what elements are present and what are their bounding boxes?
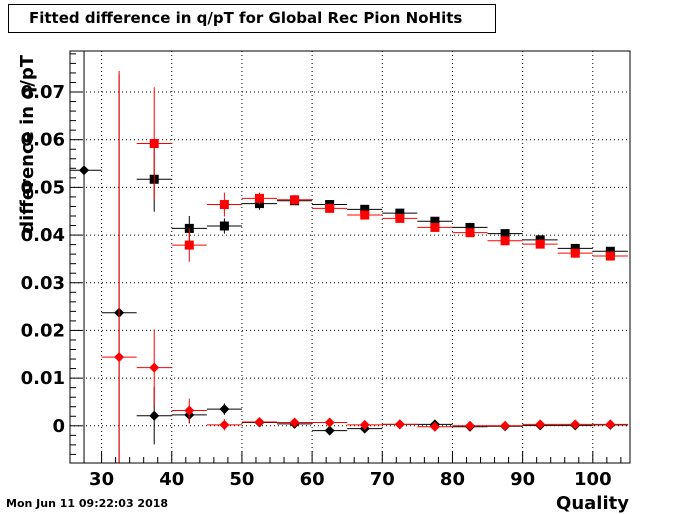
plot-frame-bg [70, 51, 630, 463]
square-marker [465, 222, 475, 232]
diamond-marker [570, 419, 581, 430]
diamond-marker [429, 421, 440, 432]
square-marker [395, 213, 405, 223]
square-marker [430, 222, 440, 232]
square-marker [254, 193, 264, 203]
chart-title-box: Fitted difference in q/pT for Global Rec… [8, 4, 496, 33]
y-tick-label: 0.01 [21, 368, 65, 389]
x-tick-label: 30 [89, 469, 114, 490]
y-tick-label: 0.02 [21, 320, 65, 341]
square-marker [219, 200, 229, 210]
x-tick-label: 70 [370, 469, 395, 490]
axes: 30 40 50 60 70 80 90 100 0 0.01 0.02 0.03 0.04 0.05 0.… [21, 53, 622, 490]
x-axis-label: Quality [556, 493, 629, 514]
diamond-marker [114, 352, 125, 363]
x-tick-label: 100 [574, 469, 612, 490]
square-marker [325, 203, 335, 213]
square-marker [500, 229, 510, 239]
diamond-marker [394, 419, 405, 430]
diamond-marker [535, 419, 546, 430]
plot-frame [69, 50, 631, 464]
square-marker [149, 139, 159, 149]
diamond-marker [500, 420, 511, 431]
diamond-marker [289, 417, 300, 428]
diamond-marker [184, 405, 195, 416]
square-marker [465, 228, 475, 238]
diamond-marker [219, 419, 230, 430]
grid [70, 51, 630, 463]
x-tick-label: 60 [300, 469, 325, 490]
x-tick-label: 80 [440, 469, 465, 490]
diamond-marker [149, 410, 160, 421]
y-tick-label: 0.03 [21, 273, 65, 294]
square-marker [430, 216, 440, 226]
diamond-marker [465, 420, 475, 431]
diamond-marker [359, 419, 370, 430]
diamond-marker [254, 416, 265, 427]
square-marker [535, 239, 545, 249]
y-axis-label: difference in q/pT [17, 54, 38, 233]
square-marker [500, 236, 510, 246]
diamond-marker [149, 362, 160, 373]
y-tick-label: 0 [52, 416, 65, 437]
diamond-marker [219, 404, 230, 415]
y-tick-label: 0.05 [21, 177, 65, 198]
x-tick-label: 90 [510, 469, 535, 490]
diamond-marker [79, 165, 90, 176]
square-marker [360, 210, 370, 220]
square-marker [184, 240, 194, 250]
data-marks [70, 51, 628, 463]
x-tick-label: 50 [229, 469, 254, 490]
square-marker [570, 243, 580, 253]
x-tick-label: 40 [159, 469, 184, 490]
square-marker [219, 221, 229, 231]
timestamp: Mon Jun 11 09:22:03 2018 [6, 497, 169, 510]
square-marker [570, 248, 580, 258]
y-tick-label: 0.04 [21, 225, 65, 246]
square-marker [605, 246, 615, 256]
chart-title: Fitted difference in q/pT for Global Rec… [29, 9, 463, 27]
square-marker [605, 251, 615, 261]
square-marker [290, 195, 300, 205]
y-tick-label: 0.06 [21, 130, 65, 151]
y-tick-label: 0.07 [21, 82, 65, 103]
diamond-marker [605, 419, 616, 430]
diamond-marker [324, 425, 335, 436]
square-marker [395, 208, 405, 218]
square-marker [360, 204, 370, 214]
diamond-marker [324, 417, 335, 428]
